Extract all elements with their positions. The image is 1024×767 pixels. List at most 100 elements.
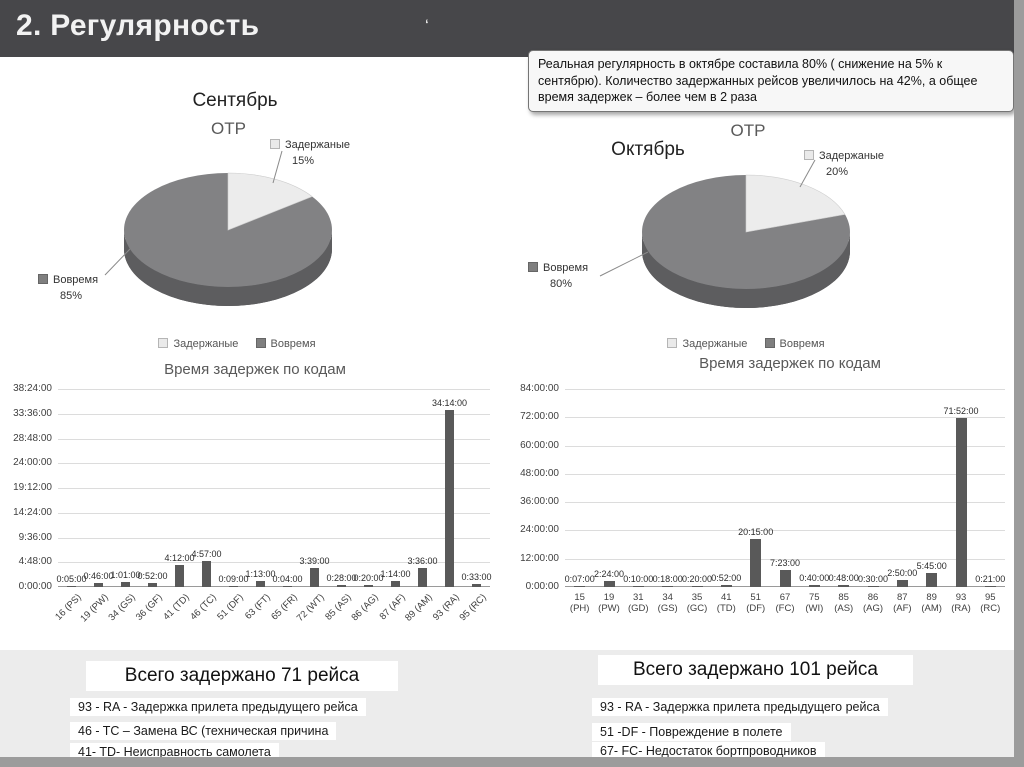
bar xyxy=(662,586,674,587)
y-axis-tick-label: 24:00:00 xyxy=(520,524,559,536)
pie-callout-label: Вовремя xyxy=(53,274,99,286)
bar-value-label: 0:48:00 xyxy=(828,573,859,583)
bar-value-label: 0:07:00 xyxy=(564,574,595,584)
bar xyxy=(838,585,850,587)
pie-callout-value: 20% xyxy=(826,165,849,178)
y-axis-tick-label: 33:36:00 xyxy=(13,407,52,419)
x-axis-category-label: 89 (AM) xyxy=(921,592,942,615)
note-callout: Реальная регулярность в октябре составил… xyxy=(528,50,1014,112)
bar-value-label: 0:28:00 xyxy=(326,573,357,583)
delay-reason-line: 46 - TC – Замена ВС (техническая причина xyxy=(70,722,337,740)
stray-quote-mark: ‘ xyxy=(425,16,429,35)
bar-value-label: 34:14:00 xyxy=(431,398,468,408)
delayed-swatch-icon xyxy=(667,338,678,348)
bar-value-label: 5:45:00 xyxy=(916,561,947,571)
pie-callout-label: Задержаные xyxy=(285,139,350,151)
delay-reason-line: 93 - RA - Задержка прилета предыдущего р… xyxy=(592,698,888,716)
x-axis-category-label: 51 (DF) xyxy=(746,592,766,615)
pie-slice-delayed xyxy=(745,174,846,233)
bar xyxy=(364,585,373,587)
bar-value-label: 1:01:00 xyxy=(110,570,141,580)
gridline xyxy=(58,463,490,465)
month-title-september: Сентябрь xyxy=(192,90,278,111)
bar xyxy=(750,539,762,587)
bar-value-label: 7:23:00 xyxy=(769,558,801,568)
x-axis-category-label: 15 (PH) xyxy=(569,592,590,615)
bar xyxy=(391,581,400,587)
bar-value-label: 4:12:00 xyxy=(164,553,195,563)
x-axis-line xyxy=(58,586,490,587)
x-axis-category-label: 34 (GS) xyxy=(105,592,138,624)
bar xyxy=(808,585,820,587)
bar xyxy=(926,573,938,587)
pie-leader-line xyxy=(272,150,283,184)
bar xyxy=(229,586,238,587)
pie-side xyxy=(124,230,332,306)
pie-callout-line: Задержаные xyxy=(270,139,350,152)
x-axis-category-label: 35 (GC) xyxy=(686,592,708,615)
x-axis-category-label: 95 (RC) xyxy=(980,592,1001,615)
ontime-swatch-icon xyxy=(38,274,48,284)
y-axis-tick-label: 19:12:00 xyxy=(13,482,52,493)
pie-callout-delayed-october: Задержаные 20% xyxy=(804,150,884,178)
x-axis-category-label: 89 (AM) xyxy=(402,592,435,624)
pie-legend-october: Задержаные Вовремя xyxy=(636,338,856,350)
x-axis-category-label: 65 (FR) xyxy=(268,592,300,623)
legend-label: Вовремя xyxy=(779,338,825,350)
legend-item-ontime: Вовремя xyxy=(255,338,316,350)
bar xyxy=(632,586,644,587)
x-axis-category-label: 63 (FT) xyxy=(242,592,273,622)
y-axis-tick-label: 84:00:00 xyxy=(520,383,559,394)
page-title: 2. Регулярность xyxy=(16,9,260,42)
bar-value-label: 0:04:00 xyxy=(272,574,303,584)
y-axis-tick-label: 28:48:00 xyxy=(13,432,52,444)
pie-callout-label: Задержаные xyxy=(819,150,884,162)
pie-chart-september xyxy=(104,150,332,306)
x-axis-category-label: 86 (AG) xyxy=(862,592,884,615)
x-axis-category-label: 85 (AS) xyxy=(322,592,354,623)
x-axis-category-label: 41 (TD) xyxy=(716,592,736,615)
x-axis-category-label: 46 (TC) xyxy=(187,592,219,623)
legend-item-ontime: Вовремя xyxy=(764,338,825,350)
gridline xyxy=(565,530,1005,532)
slide-header: 2. Регулярность ‘ xyxy=(0,0,1014,57)
bar xyxy=(175,565,184,587)
bar-value-label: 0:21:00 xyxy=(975,574,1006,584)
bar-value-label: 4:57:00 xyxy=(191,549,222,559)
y-axis-tick-label: 38:24:00 xyxy=(13,383,52,394)
pie-leader-line xyxy=(599,251,649,277)
pie-title-october: ОТР xyxy=(730,121,766,140)
total-delayed-september: Всего задержано 71 рейса xyxy=(86,661,398,691)
legend-label: Задержаные xyxy=(173,338,239,350)
gridline xyxy=(58,488,490,489)
bar xyxy=(574,586,586,587)
bar-value-label: 0:33:00 xyxy=(461,572,492,582)
bar xyxy=(310,568,319,587)
gridline xyxy=(58,562,490,564)
gridline xyxy=(565,417,1005,419)
pie-callout-value: 85% xyxy=(60,289,83,302)
x-axis-category-label: 87 (AF) xyxy=(893,592,912,615)
gridline xyxy=(58,413,490,415)
bar xyxy=(337,585,346,587)
bar-chart-title-october: Время задержек по кодам xyxy=(699,355,881,372)
x-axis-category-label: 36 (GF) xyxy=(133,592,165,623)
pie-side xyxy=(642,232,850,308)
y-axis-tick-label: 36:00:00 xyxy=(520,496,559,508)
gridline xyxy=(565,389,1005,390)
bar-value-label: 2:24:00 xyxy=(593,569,625,579)
bar xyxy=(256,581,265,587)
pie-callout-value: 80% xyxy=(550,277,573,290)
x-axis-category-label: 51 (DF) xyxy=(214,592,246,623)
y-axis-tick-label: 14:24:00 xyxy=(13,506,52,518)
y-axis-tick-label: 48:00:00 xyxy=(520,467,559,479)
x-axis-category-label: 86 (AG) xyxy=(348,592,381,624)
pie-callout-delayed-september: Задержаные 15% xyxy=(270,139,350,167)
bar-value-label: 3:36:00 xyxy=(407,556,438,566)
gridline xyxy=(565,558,1005,560)
bar-value-label: 71:52:00 xyxy=(943,406,979,416)
bar xyxy=(779,570,791,587)
pie-slice-delayed xyxy=(227,172,313,231)
delayed-swatch-icon xyxy=(804,150,814,160)
bar xyxy=(867,586,879,587)
